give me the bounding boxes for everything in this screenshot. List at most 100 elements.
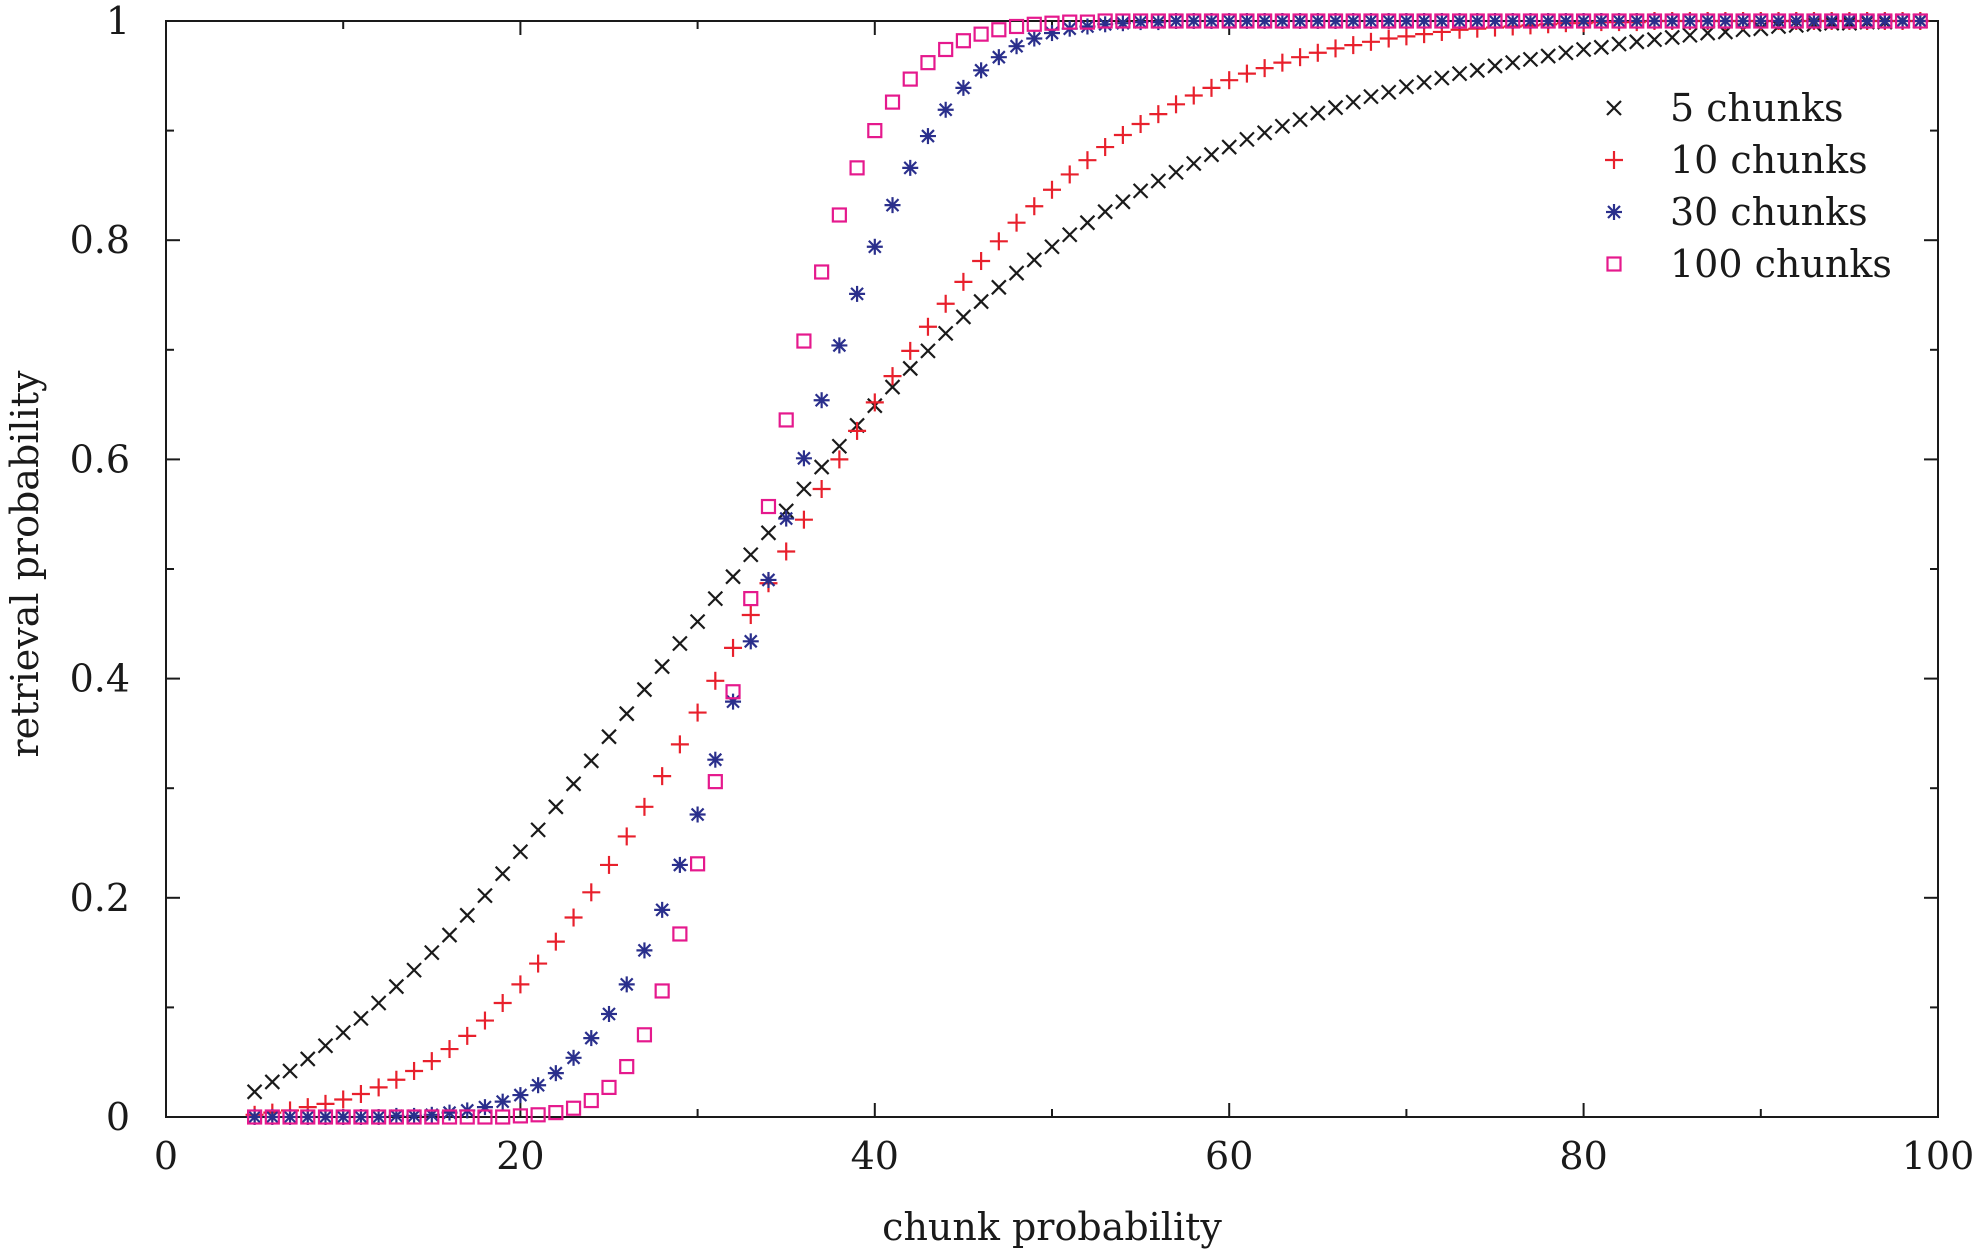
data-point (1717, 13, 1734, 29)
marker-stroke (1221, 13, 1237, 29)
data-point (1150, 173, 1167, 189)
data-point (1434, 70, 1450, 86)
data-point (299, 1109, 316, 1125)
data-point (1221, 13, 1237, 29)
marker-stroke (689, 613, 706, 630)
marker-stroke (796, 481, 812, 497)
marker-stroke (1292, 13, 1308, 29)
data-point (796, 481, 812, 497)
data-point (866, 238, 883, 255)
marker-stroke (1841, 13, 1858, 29)
data-point (936, 294, 955, 313)
marker-stroke (1646, 13, 1663, 29)
marker-stroke (1168, 164, 1184, 181)
marker-stroke (974, 63, 988, 78)
series-5-chunks (246, 13, 1929, 1100)
data-point (814, 264, 830, 280)
legend-label: 30 chunks (1670, 190, 1868, 234)
marker-stroke (424, 1109, 440, 1125)
marker-stroke (1380, 84, 1397, 101)
data-point (1469, 13, 1486, 29)
data-point (1308, 43, 1327, 62)
data-point (1841, 13, 1858, 29)
data-point (494, 865, 511, 882)
data-point (353, 1010, 369, 1027)
data-point (299, 1051, 316, 1067)
marker-stroke (336, 1110, 350, 1124)
data-point (672, 635, 688, 652)
data-point (1770, 13, 1787, 29)
data-point (1877, 13, 1893, 29)
data-point (653, 767, 672, 786)
marker-stroke (831, 207, 847, 223)
marker-stroke (814, 393, 829, 407)
data-point (1629, 13, 1645, 29)
data-point (706, 671, 725, 690)
data-point (1824, 13, 1840, 29)
marker-stroke (920, 343, 936, 359)
data-point (1522, 51, 1539, 68)
data-point (1682, 13, 1698, 29)
data-point (1451, 65, 1468, 82)
marker-stroke (247, 1109, 263, 1125)
data-point (1149, 105, 1168, 124)
data-point (1345, 94, 1362, 110)
marker-stroke (601, 1079, 617, 1096)
marker-stroke (1044, 15, 1060, 31)
marker-stroke (1257, 13, 1273, 29)
data-point (1186, 13, 1202, 29)
marker-stroke (1541, 14, 1555, 28)
data-point (849, 160, 865, 176)
data-point (387, 1070, 406, 1089)
marker-stroke (548, 799, 564, 815)
data-point (1150, 14, 1167, 31)
legend-label: 5 chunks (1670, 86, 1844, 130)
data-point (493, 994, 512, 1013)
data-point (1167, 95, 1186, 114)
data-point (1611, 36, 1627, 52)
marker-stroke (1257, 14, 1272, 28)
data-point (1150, 13, 1166, 29)
marker-stroke (1628, 34, 1645, 50)
marker-stroke (1647, 14, 1662, 28)
data-point (422, 1052, 441, 1071)
marker-stroke (1451, 65, 1468, 82)
data-point (1202, 78, 1221, 97)
marker-stroke (1274, 118, 1291, 134)
marker-stroke (1807, 14, 1821, 28)
marker-stroke (1169, 14, 1183, 28)
marker-stroke (264, 1074, 281, 1090)
data-point (477, 1109, 493, 1125)
marker-stroke (725, 568, 741, 585)
marker-stroke (1700, 14, 1715, 28)
marker-stroke (1345, 13, 1361, 29)
data-point (1558, 45, 1574, 61)
data-point (938, 41, 954, 58)
marker-stroke (247, 1110, 262, 1124)
data-point (441, 1104, 458, 1121)
marker-stroke (1470, 14, 1485, 28)
marker-stroke (1788, 13, 1804, 29)
data-point (955, 79, 972, 96)
data-point (1700, 13, 1716, 29)
data-point (1398, 78, 1415, 95)
marker-stroke (1346, 14, 1361, 28)
marker-stroke (1504, 54, 1521, 71)
data-point (475, 1011, 494, 1030)
data-point (530, 822, 546, 838)
y-tick-label: 0.4 (70, 657, 130, 701)
data-point (264, 1109, 280, 1125)
data-point (1646, 13, 1663, 29)
data-point (1575, 41, 1592, 58)
marker-stroke (903, 161, 918, 175)
data-point (1717, 13, 1733, 29)
marker-stroke (1505, 14, 1520, 28)
data-point (1451, 13, 1468, 29)
data-point (865, 393, 884, 412)
marker-stroke (884, 94, 901, 110)
marker-stroke (1328, 14, 1343, 28)
marker-stroke (1381, 13, 1397, 29)
marker-stroke (1203, 13, 1220, 29)
data-point (955, 309, 972, 325)
data-point (1221, 13, 1238, 29)
